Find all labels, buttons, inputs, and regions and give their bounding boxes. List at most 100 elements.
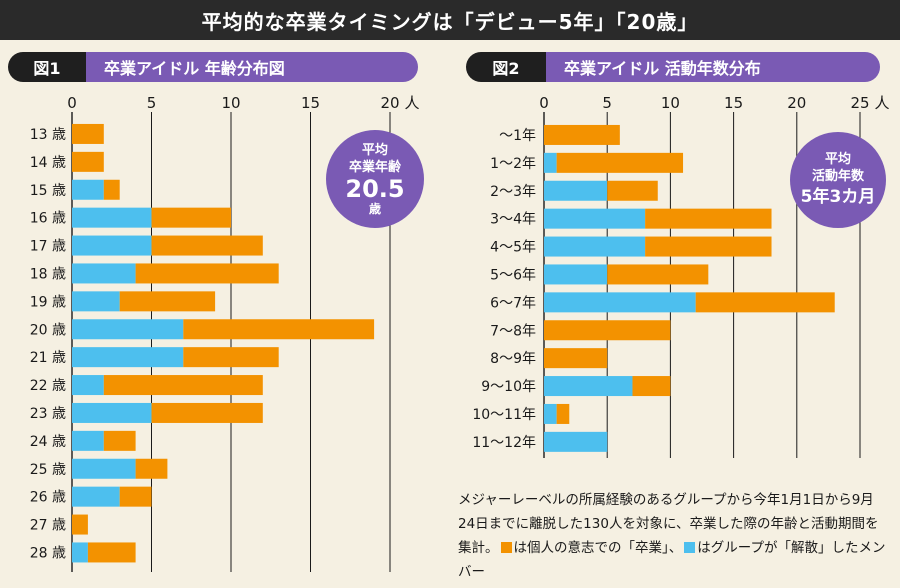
chart1-category-label: 26 歳 <box>30 490 66 506</box>
chart1-category-label: 21 歳 <box>30 350 66 366</box>
chart1-bar-disbanded <box>72 430 104 451</box>
chart1-category-label: 19 歳 <box>30 294 66 310</box>
chart2-bar-disbanded <box>544 264 608 285</box>
chart1-bar-disbanded <box>72 486 120 507</box>
chart1-category-label: 24 歳 <box>30 434 66 450</box>
chart1-bar-graduation <box>119 486 152 507</box>
chart1-bar-disbanded <box>72 263 136 284</box>
chart2-category-label: 2～3年 <box>490 184 536 200</box>
legend-disbanded-swatch <box>684 542 696 553</box>
chart1-bar-disbanded <box>72 375 104 396</box>
chart1-category-label: 25 歳 <box>30 462 66 478</box>
chart1-bar-disbanded <box>72 542 88 563</box>
chart1-bar-graduation <box>72 514 88 535</box>
chart2-category-label: 9～10年 <box>481 379 536 395</box>
chart2-bar-graduation <box>645 208 772 229</box>
chart2-bar-graduation <box>544 348 608 369</box>
chart2-tick-label: 15 <box>724 94 743 112</box>
chart2-bar-graduation <box>632 376 671 397</box>
chart1-bar-graduation <box>183 319 375 340</box>
chart2-category-label: 10～11年 <box>472 407 536 423</box>
chart1-tick-label: 5 <box>147 94 157 112</box>
chart2-category-label: 5～6年 <box>490 267 536 283</box>
chart1-category-label: 18 歳 <box>30 266 66 282</box>
chart1-bar-disbanded <box>72 179 104 200</box>
chart2-name: 卒業アイドル 活動年数分布 <box>546 52 880 82</box>
average-years-badge: 平均 活動年数 5年3カ月 <box>790 132 886 228</box>
chart1-title-bar: 図1 卒業アイドル 年齢分布図 <box>8 52 418 82</box>
average-age-badge: 平均 卒業年齢 20.5 歳 <box>326 130 424 228</box>
chart2-category-label: ～1年 <box>499 128 536 144</box>
chart2-bar-disbanded <box>544 208 646 229</box>
legend-graduation-label: は個人の意志での「卒業」、 <box>513 540 683 556</box>
chart2-title-bar: 図2 卒業アイドル 活動年数分布 <box>466 52 880 82</box>
chart1-bar-disbanded <box>72 458 136 479</box>
average-age-label2: 卒業年齢 <box>348 160 401 175</box>
chart1-category-label: 16 歳 <box>30 211 66 227</box>
chart1-bar-graduation <box>72 123 104 144</box>
chart1-category-label: 14 歳 <box>30 155 66 171</box>
average-years-label2: 活動年数 <box>811 169 864 184</box>
chart1-tick-label: 0 <box>67 94 77 112</box>
chart1-bar-disbanded <box>72 291 120 312</box>
chart2-bar-graduation <box>556 403 570 424</box>
chart1-bar-disbanded <box>72 402 152 423</box>
chart1-bar-graduation <box>119 291 216 312</box>
chart2-bar-graduation <box>695 292 835 313</box>
chart2-bar-graduation <box>645 236 772 257</box>
chart2-category-label: 8～9年 <box>490 351 536 367</box>
chart1-name: 卒業アイドル 年齢分布図 <box>86 52 418 82</box>
average-age-unit: 歳 <box>368 202 381 216</box>
chart2-bar-disbanded <box>544 292 696 313</box>
chart2-bar-graduation <box>607 264 709 285</box>
chart2-bar-disbanded <box>544 403 557 424</box>
chart1-tick-label: 15 <box>301 94 320 112</box>
methodology-note: メジャーレーベルの所属経験のあるグループから今年1月1日から9月24日までに離脱… <box>458 488 890 584</box>
chart2-bar-disbanded <box>544 236 646 257</box>
chart1-tag: 図1 <box>8 52 86 82</box>
chart2-tick-label: 0 <box>539 94 549 112</box>
chart1-bar-graduation <box>151 235 263 256</box>
chart2-category-label: 6～7年 <box>490 295 536 311</box>
page-title: 平均的な卒業タイミングは「デビュー5年」「20歳」 <box>201 9 699 34</box>
chart1-bar-graduation <box>103 179 120 200</box>
chart1-bar-graduation <box>87 542 136 563</box>
legend-graduation-swatch <box>500 542 512 553</box>
chart2-bar-graduation <box>544 320 671 341</box>
chart1-category-label: 13 歳 <box>30 127 66 143</box>
chart1-category-label: 27 歳 <box>30 518 66 534</box>
chart1-unit-label: 人 <box>404 94 419 112</box>
chart2-tag: 図2 <box>466 52 546 82</box>
chart1-bar-graduation <box>135 458 168 479</box>
chart1-category-label: 28 歳 <box>30 545 66 561</box>
chart1-category-label: 15 歳 <box>30 183 66 199</box>
chart1-category-label: 20 歳 <box>30 322 66 338</box>
chart2-bar-disbanded <box>544 152 557 173</box>
chart1-category-label: 17 歳 <box>30 239 66 255</box>
chart2-bar-graduation <box>556 152 684 173</box>
chart1-bar-graduation <box>135 263 279 284</box>
chart1-bar-graduation <box>151 402 263 423</box>
chart2-tick-label: 10 <box>661 94 680 112</box>
chart2-category-label: 11～12年 <box>472 435 536 451</box>
chart1-bar-disbanded <box>72 319 184 340</box>
chart2-bar-graduation <box>544 124 620 145</box>
chart1-bar-disbanded <box>72 235 152 256</box>
chart2-category-label: 4～5年 <box>490 240 536 256</box>
chart1-category-label: 22 歳 <box>30 378 66 394</box>
chart2-bar-disbanded <box>544 376 633 397</box>
average-age-label1: 平均 <box>361 143 388 158</box>
legend-disbanded-label: はグループが「解散」したメンバー <box>458 540 886 580</box>
chart2-bar-disbanded <box>544 431 608 452</box>
chart1-bar-disbanded <box>72 207 152 228</box>
chart2-unit-label: 人 <box>874 94 889 112</box>
average-age-value: 20.5 <box>345 175 405 203</box>
chart2-category-label: 3～4年 <box>490 212 536 228</box>
chart2-bar-graduation <box>607 180 658 201</box>
chart1-bar-graduation <box>72 151 104 172</box>
chart2-category-label: 7～8年 <box>490 323 536 339</box>
chart2-tick-label: 5 <box>602 94 612 112</box>
note-text: メジャーレーベルの所属経験のあるグループから今年1月1日から9月24日までに離脱… <box>458 492 879 556</box>
chart1-tick-label: 20 <box>380 94 399 112</box>
